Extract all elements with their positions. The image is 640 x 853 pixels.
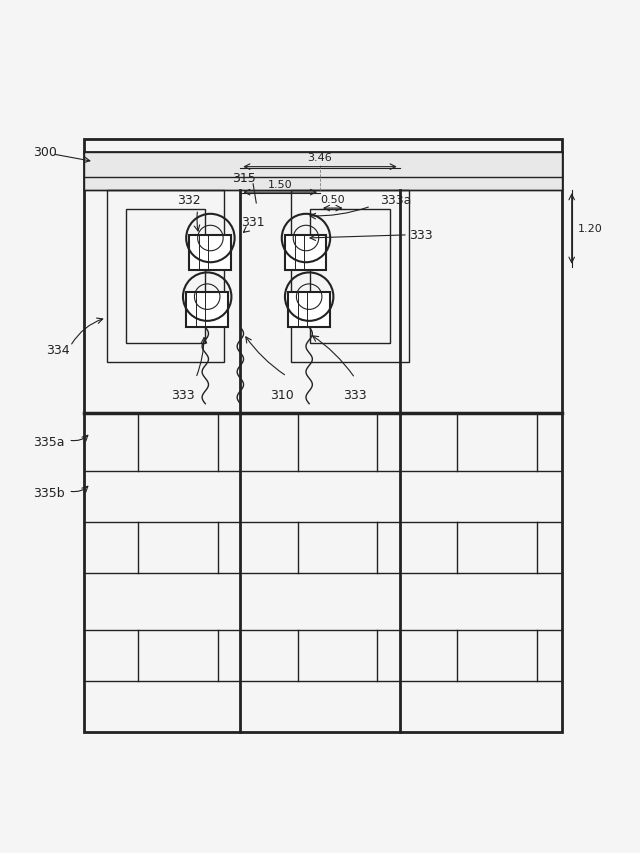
Text: 315: 315 <box>232 171 255 184</box>
Text: 335b: 335b <box>33 487 65 500</box>
Text: 333: 333 <box>171 388 195 401</box>
Bar <box>288 293 330 328</box>
Bar <box>291 191 409 363</box>
Text: 1.50: 1.50 <box>268 180 292 189</box>
Bar <box>84 140 562 732</box>
Text: 300: 300 <box>33 147 57 160</box>
Bar <box>310 210 390 344</box>
Bar <box>125 210 205 344</box>
Text: 331: 331 <box>241 216 265 229</box>
Bar <box>106 191 225 363</box>
Text: 334: 334 <box>46 344 70 357</box>
Bar <box>84 153 562 191</box>
Text: 333a: 333a <box>381 194 412 207</box>
Bar <box>186 293 228 328</box>
Text: 333: 333 <box>409 229 433 242</box>
Text: 333: 333 <box>343 388 367 401</box>
Bar <box>285 235 326 270</box>
Text: 3.46: 3.46 <box>308 153 332 162</box>
Text: 1.20: 1.20 <box>578 224 603 235</box>
Text: 0.50: 0.50 <box>321 195 345 205</box>
Text: 310: 310 <box>270 388 294 401</box>
Bar <box>189 235 231 270</box>
Text: 335a: 335a <box>33 436 65 449</box>
Text: 332: 332 <box>177 194 201 207</box>
